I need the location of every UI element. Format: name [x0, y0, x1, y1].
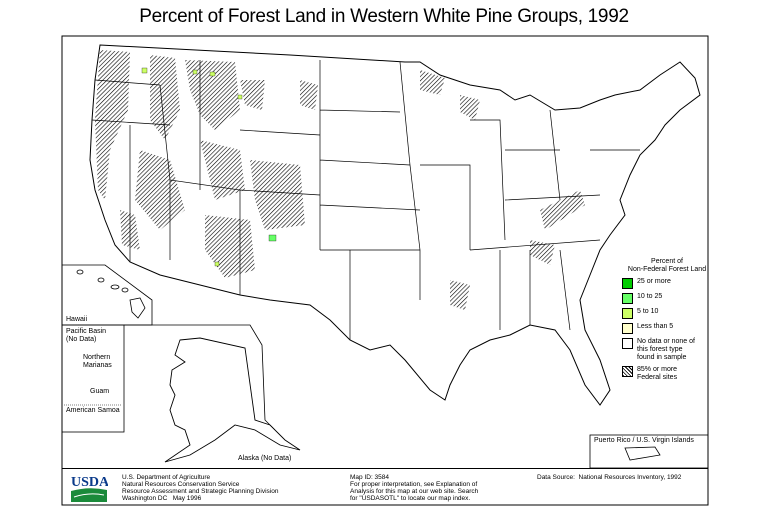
federal-sites-hatching: [95, 50, 585, 310]
footer: USDA U.S. Department of Agriculture Natu…: [62, 468, 708, 506]
pacific-no-data-label: (No Data): [66, 336, 97, 343]
legend-heading: Percent of Non-Federal Forest Land: [627, 258, 707, 273]
contiguous-us-outline: [89, 44, 701, 406]
usda-logo: USDA: [71, 475, 108, 502]
map-title: Percent of Forest Land in Western White …: [139, 6, 629, 27]
legend-item-25-or-more: 25 or more: [622, 278, 712, 289]
forest-share-patches: [141, 67, 277, 267]
alaska-inset-border: [124, 324, 276, 431]
american-samoa-label: American Samoa: [66, 407, 120, 414]
alaska-label: Alaska (No Data): [238, 455, 292, 462]
legend-item-5-to-10: 5 to 10: [622, 308, 712, 319]
note-line-2: Analysis for this map at our web site. S…: [350, 488, 479, 495]
northern-marianas-label-2: Marianas: [83, 362, 112, 369]
legend-item-federal: 85% or more Federal sites: [622, 366, 712, 382]
legend: Percent of Non-Federal Forest Land 25 or…: [622, 258, 712, 386]
map-frame: [61, 35, 709, 506]
agency-line-4: Washington DC May 1996: [122, 495, 202, 502]
guam-label: Guam: [90, 388, 110, 395]
puerto-rico-label: Puerto Rico / U.S. Virgin Islands: [594, 437, 694, 444]
agency-line-3: Resource Assessment and Strategic Planni…: [122, 488, 279, 495]
pacific-basin-inset-border: [61, 324, 125, 433]
pacific-basin-label: Pacific Basin: [66, 328, 107, 335]
agency-line-2: Natural Resources Conservation Service: [122, 481, 240, 488]
agency-line-1: U.S. Department of Agriculture: [122, 474, 211, 481]
note-line-3: for "USDASOTL" to locate our map index.: [350, 495, 471, 502]
data-source: Data Source: National Resources Inventor…: [537, 474, 682, 481]
alaska-outline: [164, 337, 301, 463]
hawaii-label: Hawaii: [66, 316, 88, 323]
northern-marianas-label-1: Northern: [83, 354, 111, 361]
note-line-1: For proper interpretation, see Explanati…: [350, 481, 478, 488]
legend-item-no-data: No data or none of this forest type foun…: [622, 338, 712, 362]
svg-text:USDA: USDA: [71, 475, 108, 490]
hawaii-islands: [76, 269, 146, 319]
legend-item-less-than-5: Less than 5: [622, 323, 712, 334]
puerto-rico-outline: [624, 446, 661, 461]
legend-item-10-to-25: 10 to 25: [622, 293, 712, 304]
map-id: Map ID: 3584: [350, 474, 390, 481]
